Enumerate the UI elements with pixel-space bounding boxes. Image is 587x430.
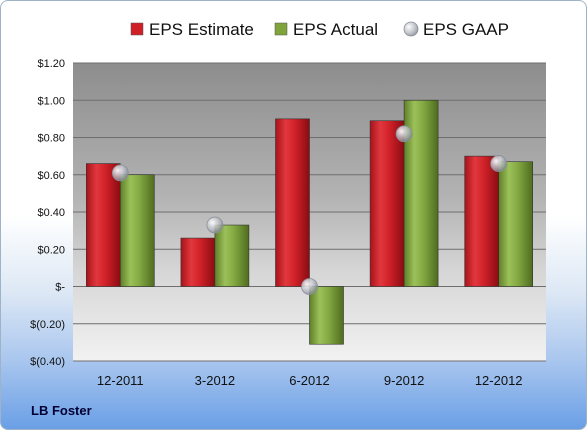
eps-estimate-bar <box>369 120 405 287</box>
y-tick-label: $1.00 <box>37 95 65 107</box>
y-tick-label: $0.80 <box>37 133 65 145</box>
legend-eps-actual-swatch <box>274 22 288 36</box>
legend-eps-gaap-swatch <box>403 21 419 37</box>
company-name: LB Foster <box>31 403 92 418</box>
legend-eps-actual-label: EPS Actual <box>293 20 378 39</box>
y-tick-label: $0.20 <box>37 244 65 256</box>
y-tick-label: $1.20 <box>37 58 65 70</box>
y-tick-label: $0.40 <box>37 207 65 219</box>
y-tick-label: $(0.20) <box>30 319 65 331</box>
x-tick-label: 6-2012 <box>289 373 329 388</box>
eps-estimate-bar <box>275 118 310 287</box>
y-tick-label: $0.60 <box>37 170 65 182</box>
legend-eps-estimate-label: EPS Estimate <box>149 20 254 39</box>
eps-gaap-marker <box>395 125 413 143</box>
y-tick-label: $- <box>55 282 65 294</box>
eps-estimate-bar <box>86 163 121 287</box>
eps-estimate-bar <box>464 155 500 287</box>
eps-gaap-marker <box>301 278 318 295</box>
eps-estimate-bar <box>180 237 216 287</box>
y-tick-label: $(0.40) <box>30 356 65 368</box>
eps-actual-bar <box>120 174 155 287</box>
eps-actual-bar <box>498 161 534 287</box>
eps-gaap-marker <box>111 164 129 182</box>
eps-actual-bar <box>309 286 344 345</box>
eps-actual-bar <box>214 224 250 287</box>
legend-eps-estimate-swatch <box>130 22 144 36</box>
eps-gaap-marker <box>490 155 508 172</box>
x-tick-label: 9-2012 <box>384 373 424 388</box>
x-tick-label: 12-2011 <box>97 373 144 388</box>
x-tick-label: 3-2012 <box>195 373 235 388</box>
legend-eps-gaap-label: EPS GAAP <box>423 20 509 39</box>
eps-gaap-marker <box>206 216 224 234</box>
x-tick-label: 12-2012 <box>475 373 523 388</box>
